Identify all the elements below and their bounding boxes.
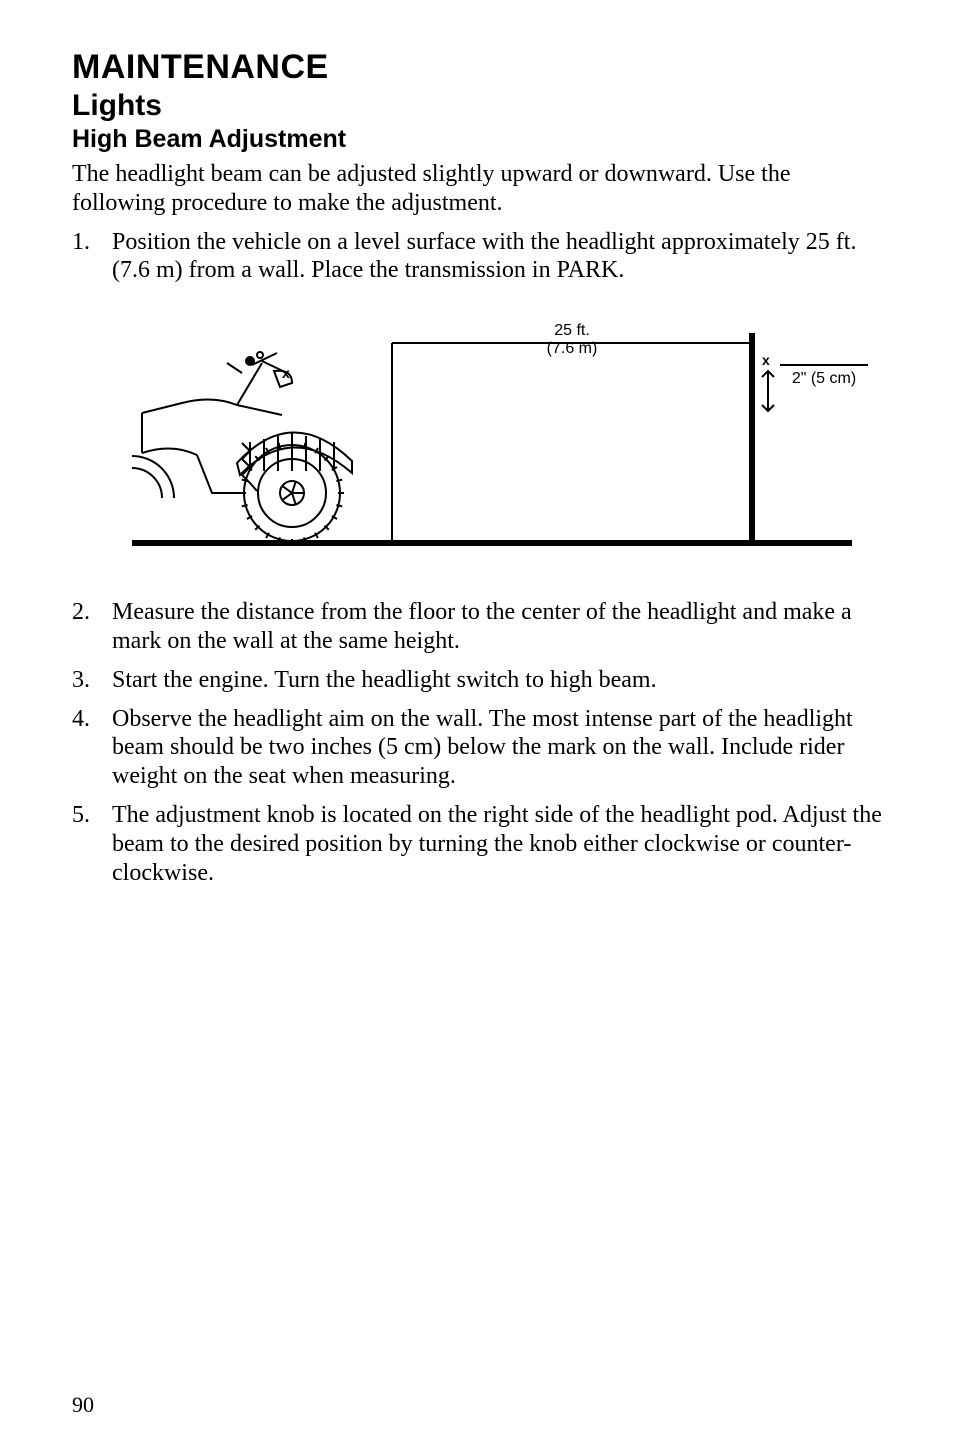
svg-text:2" (5 cm): 2" (5 cm) bbox=[792, 370, 856, 387]
step-list: Measure the distance from the floor to t… bbox=[72, 598, 882, 887]
svg-text:x: x bbox=[282, 365, 290, 381]
step-list: Position the vehicle on a level surface … bbox=[72, 228, 882, 286]
subsection-title: High Beam Adjustment bbox=[72, 125, 882, 154]
svg-text:x: x bbox=[762, 352, 770, 368]
page-number: 90 bbox=[72, 1392, 94, 1418]
list-item: Start the engine. Turn the headlight swi… bbox=[72, 666, 882, 695]
list-item: Observe the headlight aim on the wall. T… bbox=[72, 705, 882, 791]
section-title: Lights bbox=[72, 89, 882, 123]
headlight-diagram: 25 ft.(7.6 m) x 2" (5 cm) x bbox=[112, 303, 882, 568]
page-title: MAINTENANCE bbox=[72, 48, 882, 87]
list-item: Measure the distance from the floor to t… bbox=[72, 598, 882, 656]
svg-text:25 ft.: 25 ft. bbox=[554, 322, 590, 339]
intro-paragraph: The headlight beam can be adjusted sligh… bbox=[72, 160, 882, 218]
list-item: The adjustment knob is located on the ri… bbox=[72, 801, 882, 887]
svg-text:(7.6 m): (7.6 m) bbox=[547, 340, 598, 357]
list-item: Position the vehicle on a level surface … bbox=[72, 228, 882, 286]
